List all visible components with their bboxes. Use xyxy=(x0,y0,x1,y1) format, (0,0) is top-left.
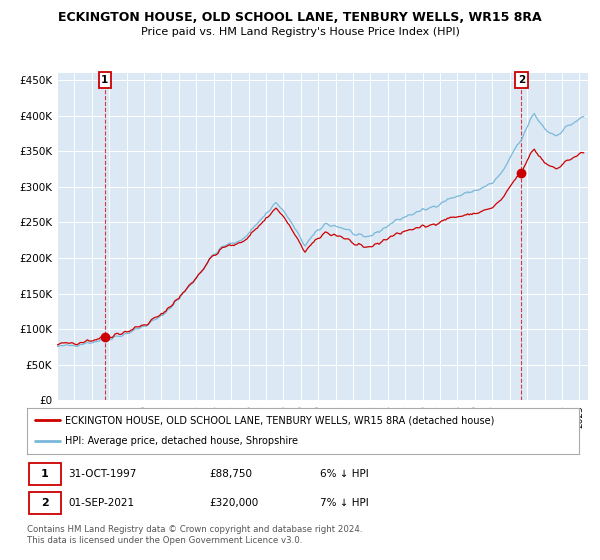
Text: Price paid vs. HM Land Registry's House Price Index (HPI): Price paid vs. HM Land Registry's House … xyxy=(140,27,460,37)
Text: 7% ↓ HPI: 7% ↓ HPI xyxy=(320,498,368,508)
Text: HPI: Average price, detached house, Shropshire: HPI: Average price, detached house, Shro… xyxy=(65,436,298,446)
Text: 1: 1 xyxy=(41,469,49,479)
Text: 31-OCT-1997: 31-OCT-1997 xyxy=(68,469,137,479)
Text: 01-SEP-2021: 01-SEP-2021 xyxy=(68,498,134,508)
Text: £320,000: £320,000 xyxy=(209,498,259,508)
Text: 1: 1 xyxy=(101,75,109,85)
Text: ECKINGTON HOUSE, OLD SCHOOL LANE, TENBURY WELLS, WR15 8RA: ECKINGTON HOUSE, OLD SCHOOL LANE, TENBUR… xyxy=(58,11,542,24)
Text: Contains HM Land Registry data © Crown copyright and database right 2024.
This d: Contains HM Land Registry data © Crown c… xyxy=(27,525,362,545)
FancyBboxPatch shape xyxy=(29,492,61,514)
FancyBboxPatch shape xyxy=(29,463,61,485)
Text: 2: 2 xyxy=(518,75,525,85)
Text: £88,750: £88,750 xyxy=(209,469,252,479)
Text: 6% ↓ HPI: 6% ↓ HPI xyxy=(320,469,368,479)
Text: ECKINGTON HOUSE, OLD SCHOOL LANE, TENBURY WELLS, WR15 8RA (detached house): ECKINGTON HOUSE, OLD SCHOOL LANE, TENBUR… xyxy=(65,415,494,425)
Text: 2: 2 xyxy=(41,498,49,508)
